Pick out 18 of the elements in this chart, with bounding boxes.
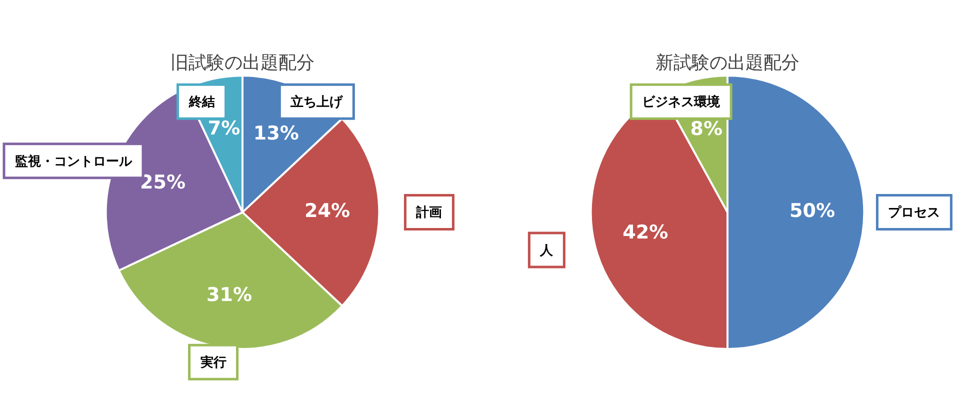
data-label: 8%	[690, 118, 723, 140]
data-label: 31%	[206, 284, 252, 306]
data-label: 24%	[304, 200, 350, 222]
slice-label: プロセス	[888, 204, 940, 221]
chart-title: 新試験の出題配分	[656, 52, 800, 74]
slice-label: ビジネス環境	[642, 94, 722, 110]
slice-label: 監視・コントロール	[15, 153, 133, 170]
slice-label: 実行	[199, 354, 226, 371]
slice-label: 立ち上げ	[290, 94, 344, 110]
data-label: 42%	[622, 221, 668, 244]
data-label: 7%	[208, 118, 240, 140]
slice-label: 人	[539, 243, 554, 258]
chart-title: 旧試験の出題配分	[170, 52, 314, 74]
data-label: 50%	[790, 200, 835, 222]
data-label: 25%	[140, 172, 186, 194]
data-label: 13%	[253, 122, 299, 144]
slice-label: 計画	[415, 204, 442, 221]
slice-label: 終結	[188, 94, 215, 110]
